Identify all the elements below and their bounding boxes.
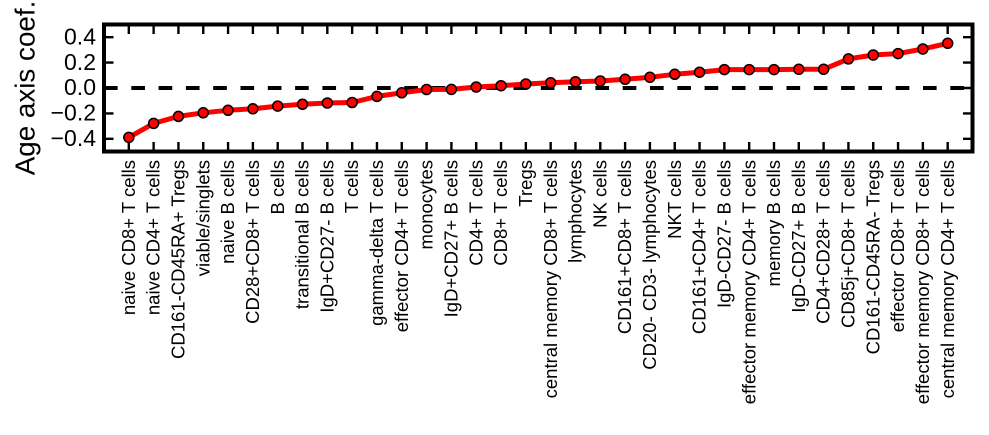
svg-text:CD161-CD45RA- Tregs: CD161-CD45RA- Tregs	[862, 160, 883, 354]
svg-text:naive CD8+ T cells: naive CD8+ T cells	[118, 160, 139, 315]
svg-text:T cells: T cells	[341, 160, 362, 213]
svg-text:monocytes: monocytes	[416, 160, 437, 249]
svg-text:0.2: 0.2	[64, 49, 96, 75]
svg-text:CD85j+CD8+ T cells: CD85j+CD8+ T cells	[838, 160, 859, 328]
svg-text:effector CD4+ T cells: effector CD4+ T cells	[391, 160, 412, 332]
svg-text:CD4+CD28+ T cells: CD4+CD28+ T cells	[813, 160, 834, 324]
svg-text:IgD+CD27+ B cells: IgD+CD27+ B cells	[441, 160, 462, 317]
svg-text:B cells: B cells	[267, 160, 288, 215]
svg-text:NK cells: NK cells	[589, 160, 610, 228]
svg-text:transitional B cells: transitional B cells	[292, 160, 313, 309]
svg-text:effector memory CD8+ T cells: effector memory CD8+ T cells	[912, 160, 933, 404]
svg-text:CD28+CD8+ T cells: CD28+CD8+ T cells	[242, 160, 263, 324]
svg-text:naive CD4+ T cells: naive CD4+ T cells	[143, 160, 164, 315]
svg-text:0.4: 0.4	[64, 23, 96, 49]
svg-text:effector memory CD4+ T cells: effector memory CD4+ T cells	[738, 160, 759, 404]
svg-text:IgD-CD27+ B cells: IgD-CD27+ B cells	[788, 160, 809, 313]
svg-text:central memory CD4+ T cells: central memory CD4+ T cells	[937, 160, 958, 398]
svg-text:−0.4: −0.4	[51, 125, 97, 151]
svg-text:NKT cells: NKT cells	[664, 160, 685, 239]
svg-text:CD8+ T cells: CD8+ T cells	[490, 160, 511, 266]
svg-text:gamma-delta T cells: gamma-delta T cells	[366, 160, 387, 326]
svg-text:CD4+ T cells: CD4+ T cells	[465, 160, 486, 266]
svg-text:0.0: 0.0	[64, 74, 96, 100]
svg-text:central memory CD8+ T cells: central memory CD8+ T cells	[540, 160, 561, 398]
svg-text:−0.2: −0.2	[51, 100, 96, 126]
svg-text:IgD-CD27- B cells: IgD-CD27- B cells	[713, 160, 734, 308]
svg-text:CD161+CD8+ T cells: CD161+CD8+ T cells	[614, 160, 635, 334]
svg-text:Age axis coef.: Age axis coef.	[9, 1, 40, 176]
svg-text:CD20- CD3- lymphocytes: CD20- CD3- lymphocytes	[639, 160, 660, 370]
svg-text:CD161+CD4+ T cells: CD161+CD4+ T cells	[689, 160, 710, 334]
svg-text:lymphocytes: lymphocytes	[565, 160, 586, 263]
svg-text:memory B cells: memory B cells	[763, 160, 784, 286]
svg-text:effector CD8+ T cells: effector CD8+ T cells	[887, 160, 908, 332]
svg-text:naive B cells: naive B cells	[217, 160, 238, 264]
svg-text:IgD+CD27- B cells: IgD+CD27- B cells	[316, 160, 337, 313]
svg-text:Tregs: Tregs	[515, 160, 536, 207]
svg-text:viable/singlets: viable/singlets	[192, 160, 213, 276]
svg-text:CD161-CD45RA+ Tregs: CD161-CD45RA+ Tregs	[168, 160, 189, 359]
